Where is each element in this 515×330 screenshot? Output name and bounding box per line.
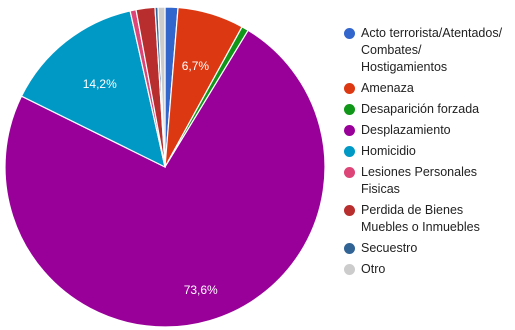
pie-slice-5 bbox=[20, 10, 166, 169]
pie-slices bbox=[4, 6, 326, 328]
legend-swatch bbox=[344, 125, 355, 136]
legend-label: Perdida de Bienes Muebles o Inmuebles bbox=[361, 203, 480, 234]
legend-swatch bbox=[344, 264, 355, 275]
pie-slice-9 bbox=[157, 6, 166, 168]
legend-swatch bbox=[344, 205, 355, 216]
legend-item-2[interactable]: Amenaza bbox=[344, 80, 514, 97]
pie-slice-label-4: 73,6% bbox=[184, 283, 218, 297]
legend-label: Desaparición forzada bbox=[361, 102, 480, 116]
pie-slice-label-5: 14,2% bbox=[83, 77, 117, 91]
legend-item-9[interactable]: Otro bbox=[344, 261, 514, 278]
legend-item-5[interactable]: Homicidio bbox=[344, 143, 514, 160]
legend-swatch bbox=[344, 104, 355, 115]
pie-slice-labels: 6,7% 73,6% 14,2% bbox=[83, 59, 218, 297]
legend-swatch bbox=[344, 146, 355, 157]
legend-swatch bbox=[344, 83, 355, 94]
legend-item-7[interactable]: Perdida de Bienes Muebles o Inmuebles bbox=[344, 202, 514, 236]
legend-label: Desplazamiento bbox=[361, 123, 451, 137]
legend-item-3[interactable]: Desaparición forzada bbox=[344, 101, 514, 118]
pie-chart: 6,7% 73,6% 14,2% bbox=[4, 6, 326, 328]
legend: Acto terrorista/Atentados/Combates/Hosti… bbox=[344, 25, 514, 282]
legend-label: Acto terrorista/Atentados/Combates/Hosti… bbox=[361, 26, 503, 74]
legend-label: Otro bbox=[361, 262, 386, 276]
legend-swatch bbox=[344, 243, 355, 254]
pie-slice-4 bbox=[4, 29, 326, 328]
legend-label: Homicidio bbox=[361, 144, 416, 158]
legend-item-6[interactable]: Lesiones Personales Fisicas bbox=[344, 164, 514, 198]
legend-label: Secuestro bbox=[361, 241, 418, 255]
pie-slice-label-2: 6,7% bbox=[182, 59, 210, 73]
legend-item-4[interactable]: Desplazamiento bbox=[344, 122, 514, 139]
legend-swatch bbox=[344, 28, 355, 39]
legend-label: Amenaza bbox=[361, 81, 414, 95]
legend-label: Lesiones Personales Fisicas bbox=[361, 165, 478, 196]
legend-item-8[interactable]: Secuestro bbox=[344, 240, 514, 257]
legend-swatch bbox=[344, 167, 355, 178]
legend-item-1[interactable]: Acto terrorista/Atentados/Combates/Hosti… bbox=[344, 25, 514, 76]
